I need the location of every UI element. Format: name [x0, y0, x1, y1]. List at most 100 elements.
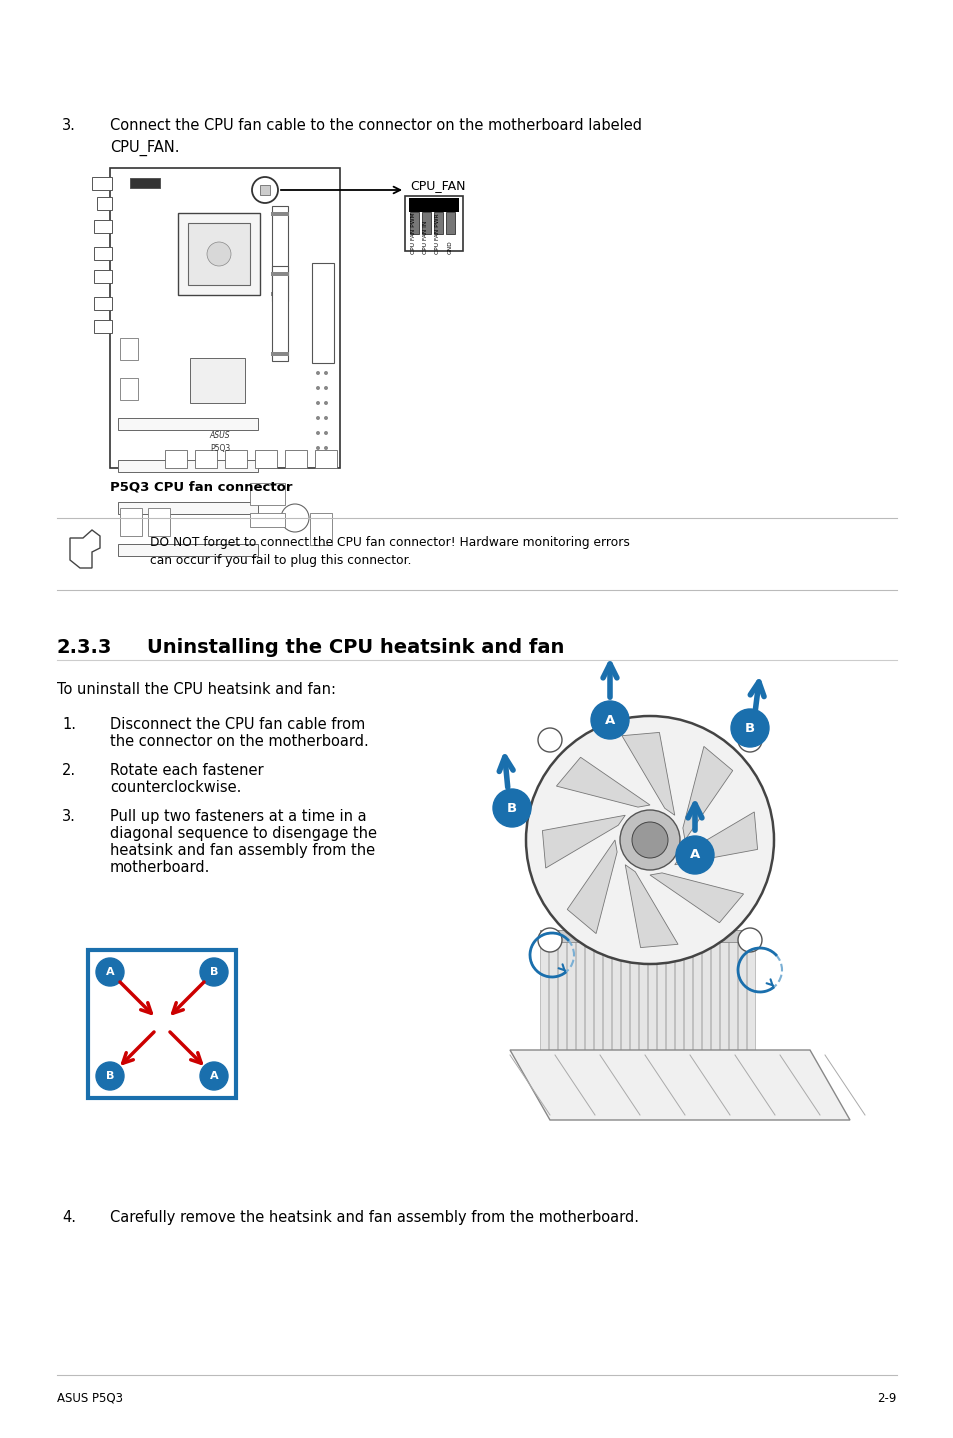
Bar [692, 930, 700, 1060]
Circle shape [324, 401, 328, 406]
Bar [272, 266, 288, 361]
Circle shape [324, 431, 328, 436]
Bar [410, 211, 418, 234]
Text: counterclockwise.: counterclockwise. [110, 779, 241, 795]
Circle shape [619, 810, 679, 870]
Text: A: A [604, 713, 615, 726]
Circle shape [631, 823, 667, 858]
Circle shape [315, 416, 319, 420]
Bar [566, 930, 575, 1060]
Bar [178, 213, 260, 295]
Circle shape [537, 928, 561, 952]
Text: 2.3.3: 2.3.3 [57, 638, 112, 657]
Text: A: A [210, 1071, 218, 1081]
Circle shape [730, 709, 768, 746]
Circle shape [324, 446, 328, 450]
Text: ASUS: ASUS [210, 431, 230, 440]
Bar [188, 223, 250, 285]
Text: motherboard.: motherboard. [110, 860, 211, 874]
Text: B: B [506, 801, 517, 814]
Bar [657, 930, 664, 1060]
Text: P5Q3: P5Q3 [210, 444, 230, 453]
Text: B: B [210, 966, 218, 976]
Bar [720, 930, 727, 1060]
Text: B: B [106, 1071, 114, 1081]
Bar [701, 930, 709, 1060]
Bar [271, 352, 289, 357]
Text: To uninstall the CPU heatsink and fan:: To uninstall the CPU heatsink and fan: [57, 682, 335, 697]
Circle shape [525, 716, 773, 963]
Polygon shape [674, 812, 757, 864]
Bar [629, 930, 638, 1060]
Circle shape [324, 371, 328, 375]
Bar [97, 197, 112, 210]
Bar [190, 358, 245, 403]
Bar [271, 292, 289, 296]
Text: CPU_FAN.: CPU_FAN. [110, 139, 179, 157]
Text: can occur if you fail to plug this connector.: can occur if you fail to plug this conne… [150, 554, 411, 567]
Circle shape [315, 385, 319, 390]
Bar [421, 211, 431, 234]
Bar [110, 168, 339, 467]
Bar [602, 930, 610, 1060]
Circle shape [315, 431, 319, 436]
Bar [130, 178, 160, 188]
Bar [746, 930, 754, 1060]
Text: 3.: 3. [62, 118, 76, 132]
Bar [120, 378, 138, 400]
Bar [225, 450, 247, 467]
Bar [314, 450, 336, 467]
Bar [639, 930, 646, 1060]
Bar [558, 930, 565, 1060]
Text: Rotate each fastener: Rotate each fastener [110, 764, 263, 778]
Text: 1.: 1. [62, 718, 76, 732]
Circle shape [315, 401, 319, 406]
Text: 4.: 4. [62, 1209, 76, 1225]
Polygon shape [649, 873, 742, 923]
Text: Carefully remove the heatsink and fan assembly from the motherboard.: Carefully remove the heatsink and fan as… [110, 1209, 639, 1225]
Bar [165, 450, 187, 467]
Bar [148, 508, 170, 536]
Circle shape [96, 958, 124, 986]
Bar [409, 198, 458, 211]
Text: 2-9: 2-9 [877, 1392, 896, 1405]
Bar [434, 211, 442, 234]
Circle shape [315, 371, 319, 375]
Bar [250, 483, 285, 505]
Polygon shape [567, 840, 617, 933]
Bar [576, 930, 583, 1060]
Text: heatsink and fan assembly from the: heatsink and fan assembly from the [110, 843, 375, 858]
Bar [271, 272, 289, 276]
Circle shape [200, 1063, 228, 1090]
Bar [728, 930, 737, 1060]
Text: Connect the CPU fan cable to the connector on the motherboard labeled: Connect the CPU fan cable to the connect… [110, 118, 641, 132]
Bar [94, 321, 112, 334]
Polygon shape [682, 746, 732, 840]
Bar [94, 220, 112, 233]
Text: ASUS P5Q3: ASUS P5Q3 [57, 1392, 123, 1405]
Text: A: A [689, 848, 700, 861]
Circle shape [281, 503, 309, 532]
Polygon shape [621, 732, 674, 815]
Circle shape [590, 700, 628, 739]
Bar [94, 298, 112, 311]
Bar [594, 930, 601, 1060]
Bar [194, 450, 216, 467]
Text: CPU FAN PWR: CPU FAN PWR [435, 213, 440, 255]
Bar [250, 513, 285, 526]
Circle shape [315, 446, 319, 450]
Polygon shape [510, 1050, 849, 1120]
Text: CPU_FAN: CPU_FAN [410, 180, 465, 193]
Polygon shape [556, 758, 649, 807]
Bar [738, 930, 745, 1060]
Bar [285, 450, 307, 467]
Bar [118, 544, 257, 557]
Bar [91, 177, 112, 190]
Bar [88, 951, 235, 1099]
Bar [310, 513, 332, 545]
Text: Disconnect the CPU fan cable from: Disconnect the CPU fan cable from [110, 718, 365, 732]
Circle shape [676, 835, 713, 874]
Bar [683, 930, 691, 1060]
Text: P5Q3 CPU fan connector: P5Q3 CPU fan connector [110, 480, 293, 493]
Bar [272, 206, 288, 301]
